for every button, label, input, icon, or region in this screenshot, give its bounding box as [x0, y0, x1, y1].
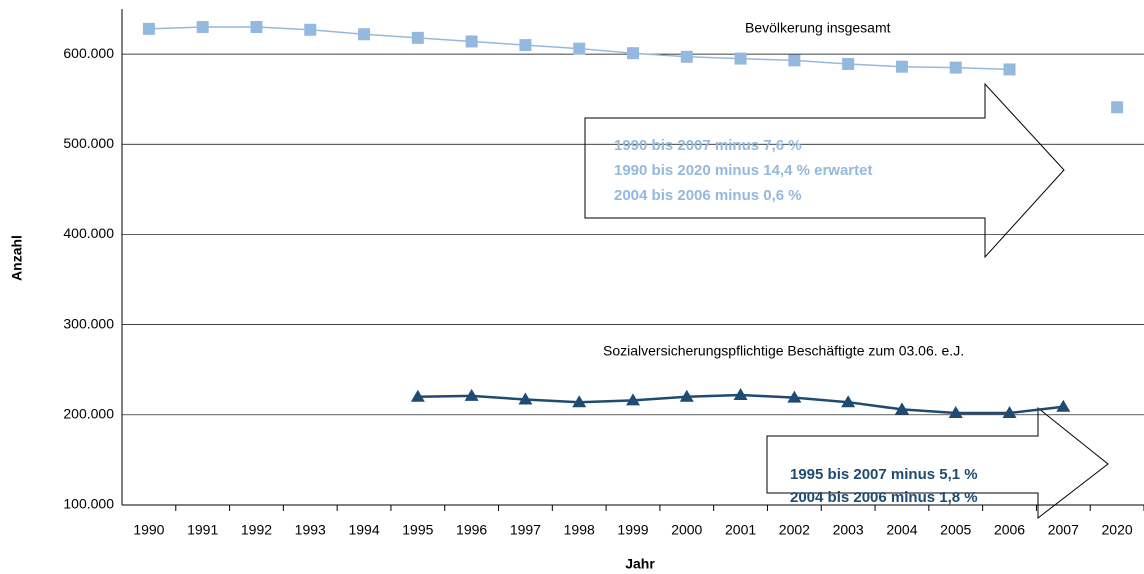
x-tick-label: 1994: [348, 522, 379, 538]
y-tick-label: 400.000: [63, 225, 114, 241]
annotation: 1995 bis 2007 minus 5,1 %: [790, 466, 978, 483]
x-tick-label: 2003: [833, 522, 864, 538]
y-tick-label: 100.000: [63, 496, 114, 512]
marker: [895, 60, 908, 73]
marker: [573, 42, 586, 55]
marker: [894, 402, 909, 415]
x-tick-label: 1998: [564, 522, 595, 538]
x-tick-label: 2007: [1048, 522, 1079, 538]
annotation: 1990 bis 2007 minus 7,6 %: [614, 137, 802, 154]
x-tick-label: 1995: [402, 522, 433, 538]
marker: [411, 31, 424, 44]
marker: [734, 52, 747, 65]
marker: [464, 388, 479, 401]
marker: [142, 22, 155, 35]
x-tick-label: 2004: [886, 522, 917, 538]
marker: [841, 395, 856, 408]
arrow: [766, 406, 1109, 520]
marker: [1003, 63, 1016, 76]
marker: [572, 395, 587, 408]
series-label: Sozialversicherungspflichtige Beschäftig…: [603, 343, 964, 359]
marker: [465, 35, 478, 48]
marker: [680, 50, 693, 63]
series-label: Bevölkerung insgesamt: [745, 20, 891, 36]
annotation: 2004 bis 2006 minus 0,6 %: [614, 187, 802, 204]
marker: [1056, 399, 1071, 412]
marker: [842, 58, 855, 71]
x-tick-label: 2006: [994, 522, 1025, 538]
marker: [1111, 101, 1124, 114]
marker: [733, 387, 748, 400]
marker: [410, 389, 425, 402]
y-tick-label: 300.000: [63, 315, 114, 331]
marker: [519, 39, 532, 52]
arrow: [584, 82, 1065, 259]
marker: [196, 21, 209, 34]
marker: [304, 23, 317, 36]
marker: [518, 392, 533, 405]
x-tick-label: 2020: [1102, 522, 1133, 538]
marker: [788, 54, 801, 67]
marker: [948, 406, 963, 419]
y-tick-label: 500.000: [63, 135, 114, 151]
marker: [627, 47, 639, 60]
marker: [358, 28, 371, 41]
x-tick-label: 1996: [456, 522, 487, 538]
annotation: 2004 bis 2006 minus 1,8 %: [790, 489, 978, 506]
y-tick-label: 200.000: [63, 406, 114, 422]
marker: [949, 61, 962, 74]
y-axis-label: Anzahl: [9, 235, 25, 281]
x-tick-label: 2002: [779, 522, 810, 538]
marker: [626, 393, 640, 406]
marker: [1002, 406, 1017, 419]
x-tick-label: 1990: [133, 522, 164, 538]
marker: [679, 389, 694, 402]
x-tick-label: 2001: [725, 522, 756, 538]
marker: [787, 390, 802, 403]
x-axis-label: Jahr: [625, 556, 655, 572]
x-tick-label: 1997: [510, 522, 541, 538]
x-tick-label: 1993: [295, 522, 326, 538]
x-tick-label: 1999: [617, 522, 648, 538]
y-tick-label: 600.000: [63, 45, 114, 61]
x-tick-label: 2005: [940, 522, 971, 538]
x-tick-label: 2000: [671, 522, 702, 538]
marker: [250, 21, 263, 34]
x-tick-label: 1991: [187, 522, 218, 538]
annotation: 1990 bis 2020 minus 14,4 % erwartet: [614, 162, 872, 179]
x-tick-label: 1992: [241, 522, 272, 538]
